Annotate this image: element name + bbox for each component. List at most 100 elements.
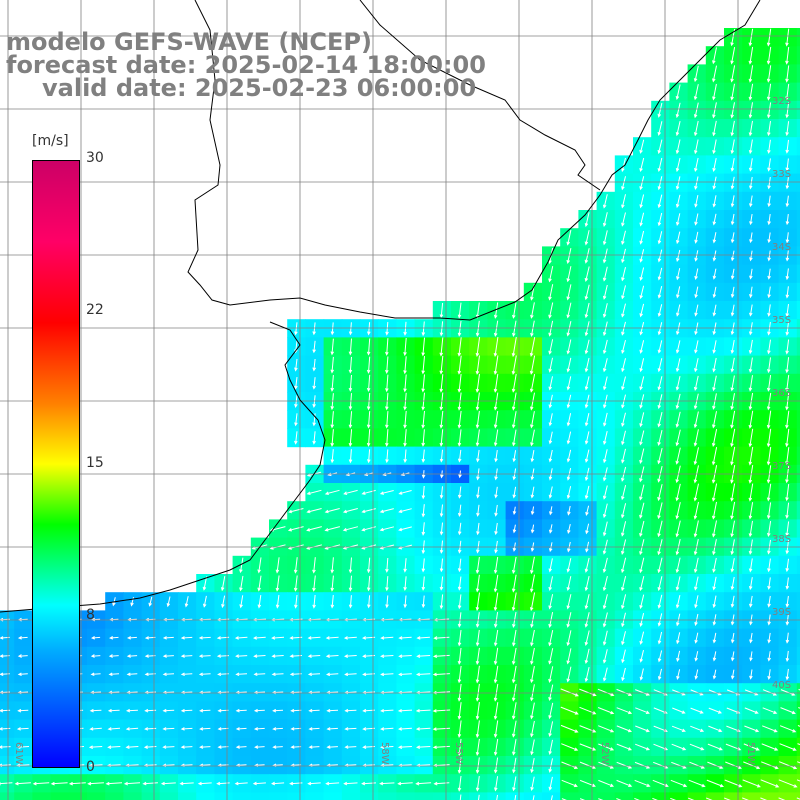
wind-arrow xyxy=(511,592,517,612)
wind-cell xyxy=(796,792,800,800)
wind-arrow xyxy=(415,708,431,713)
wind-arrow xyxy=(602,612,608,628)
wind-arrow xyxy=(180,654,193,658)
wind-arrow xyxy=(398,636,412,640)
wind-arrow xyxy=(785,139,790,154)
wind-arrow xyxy=(252,781,266,786)
wind-arrow xyxy=(566,376,572,391)
wind-arrow xyxy=(767,177,771,190)
wind-arrow xyxy=(675,502,681,520)
wind-arrow xyxy=(602,248,608,264)
wind-arrow xyxy=(530,612,535,628)
wind-arrow xyxy=(330,449,335,464)
wind-cell xyxy=(796,628,800,648)
wind-arrow xyxy=(91,635,101,640)
wind-arrow xyxy=(421,558,426,573)
wind-arrow xyxy=(639,430,645,446)
wind-arrow xyxy=(125,727,139,731)
wind-cell xyxy=(796,756,800,775)
wind-arrow xyxy=(530,574,535,593)
wind-cell xyxy=(141,792,161,800)
wind-cell xyxy=(796,483,800,502)
wind-arrow xyxy=(257,557,262,574)
wind-arrow xyxy=(367,595,371,609)
wind-arrow xyxy=(579,725,597,733)
wind-arrow xyxy=(657,594,663,609)
wind-arrow xyxy=(767,195,771,208)
wind-arrow xyxy=(348,374,353,392)
wind-arrow xyxy=(766,410,772,430)
wind-arrow xyxy=(403,374,407,393)
wind-arrow xyxy=(398,672,412,677)
wind-arrow xyxy=(475,702,480,720)
wind-arrow xyxy=(275,557,280,574)
wind-arrow xyxy=(421,410,425,429)
wind-cell xyxy=(68,792,88,800)
wind-arrow xyxy=(688,797,695,800)
wind-arrow xyxy=(397,745,412,749)
wind-arrow xyxy=(512,524,517,534)
wind-arrow xyxy=(639,176,645,191)
wind-arrow xyxy=(530,629,535,647)
wind-arrow xyxy=(602,649,608,664)
wind-arrow xyxy=(785,650,790,662)
wind-arrow xyxy=(403,595,408,609)
wind-arrow xyxy=(712,357,717,373)
wind-arrow xyxy=(475,373,480,393)
wind-arrow xyxy=(548,302,554,319)
wind-arrow xyxy=(123,781,141,786)
wind-arrow xyxy=(17,654,28,658)
wind-arrow xyxy=(743,761,761,770)
wind-arrow xyxy=(511,702,517,720)
wind-cell xyxy=(778,792,798,800)
colorbar-tick: 0 xyxy=(86,759,95,775)
wind-arrow xyxy=(749,614,753,626)
wind-arrow xyxy=(712,213,717,226)
wind-arrow xyxy=(324,508,340,514)
wind-arrow xyxy=(639,412,645,428)
wind-arrow xyxy=(457,720,462,738)
wind-arrow xyxy=(585,505,590,516)
wind-arrow xyxy=(566,486,572,500)
wind-arrow xyxy=(307,781,321,786)
wind-cell xyxy=(796,64,800,84)
wind-arrow xyxy=(621,521,627,537)
wind-arrow xyxy=(416,654,431,658)
wind-arrow xyxy=(475,683,480,702)
wind-arrow xyxy=(197,781,212,786)
wind-cell xyxy=(214,792,234,800)
wind-arrow xyxy=(657,249,663,263)
wind-arrow xyxy=(529,374,536,393)
wind-arrow xyxy=(566,431,572,445)
wind-arrow xyxy=(529,592,536,612)
wind-arrow xyxy=(639,376,645,391)
wind-arrow xyxy=(511,336,517,358)
wind-arrow xyxy=(675,340,681,354)
wind-arrow xyxy=(439,302,444,319)
wind-arrow xyxy=(385,356,389,375)
wind-arrow xyxy=(512,450,517,463)
wind-cell xyxy=(560,792,579,800)
wind-arrow xyxy=(566,229,572,246)
wind-arrow xyxy=(216,781,230,786)
wind-arrow xyxy=(308,745,320,749)
wind-arrow xyxy=(639,575,645,592)
wind-arrow xyxy=(475,556,480,574)
wind-arrow xyxy=(548,524,553,534)
wind-arrow xyxy=(326,708,339,713)
wind-arrow xyxy=(493,757,499,774)
wind-arrow xyxy=(785,558,790,573)
wind-arrow xyxy=(511,665,517,684)
wind-arrow xyxy=(670,779,688,788)
colorbar xyxy=(32,160,80,768)
wind-arrow xyxy=(584,376,590,391)
wind-arrow xyxy=(398,526,412,532)
wind-arrow xyxy=(379,490,394,495)
wind-arrow xyxy=(459,794,462,800)
wind-arrow xyxy=(749,651,753,662)
wind-arrow xyxy=(579,688,597,697)
wind-arrow xyxy=(293,557,298,574)
wind-arrow xyxy=(711,429,718,447)
wind-arrow xyxy=(707,761,724,769)
wind-arrow xyxy=(421,522,426,536)
